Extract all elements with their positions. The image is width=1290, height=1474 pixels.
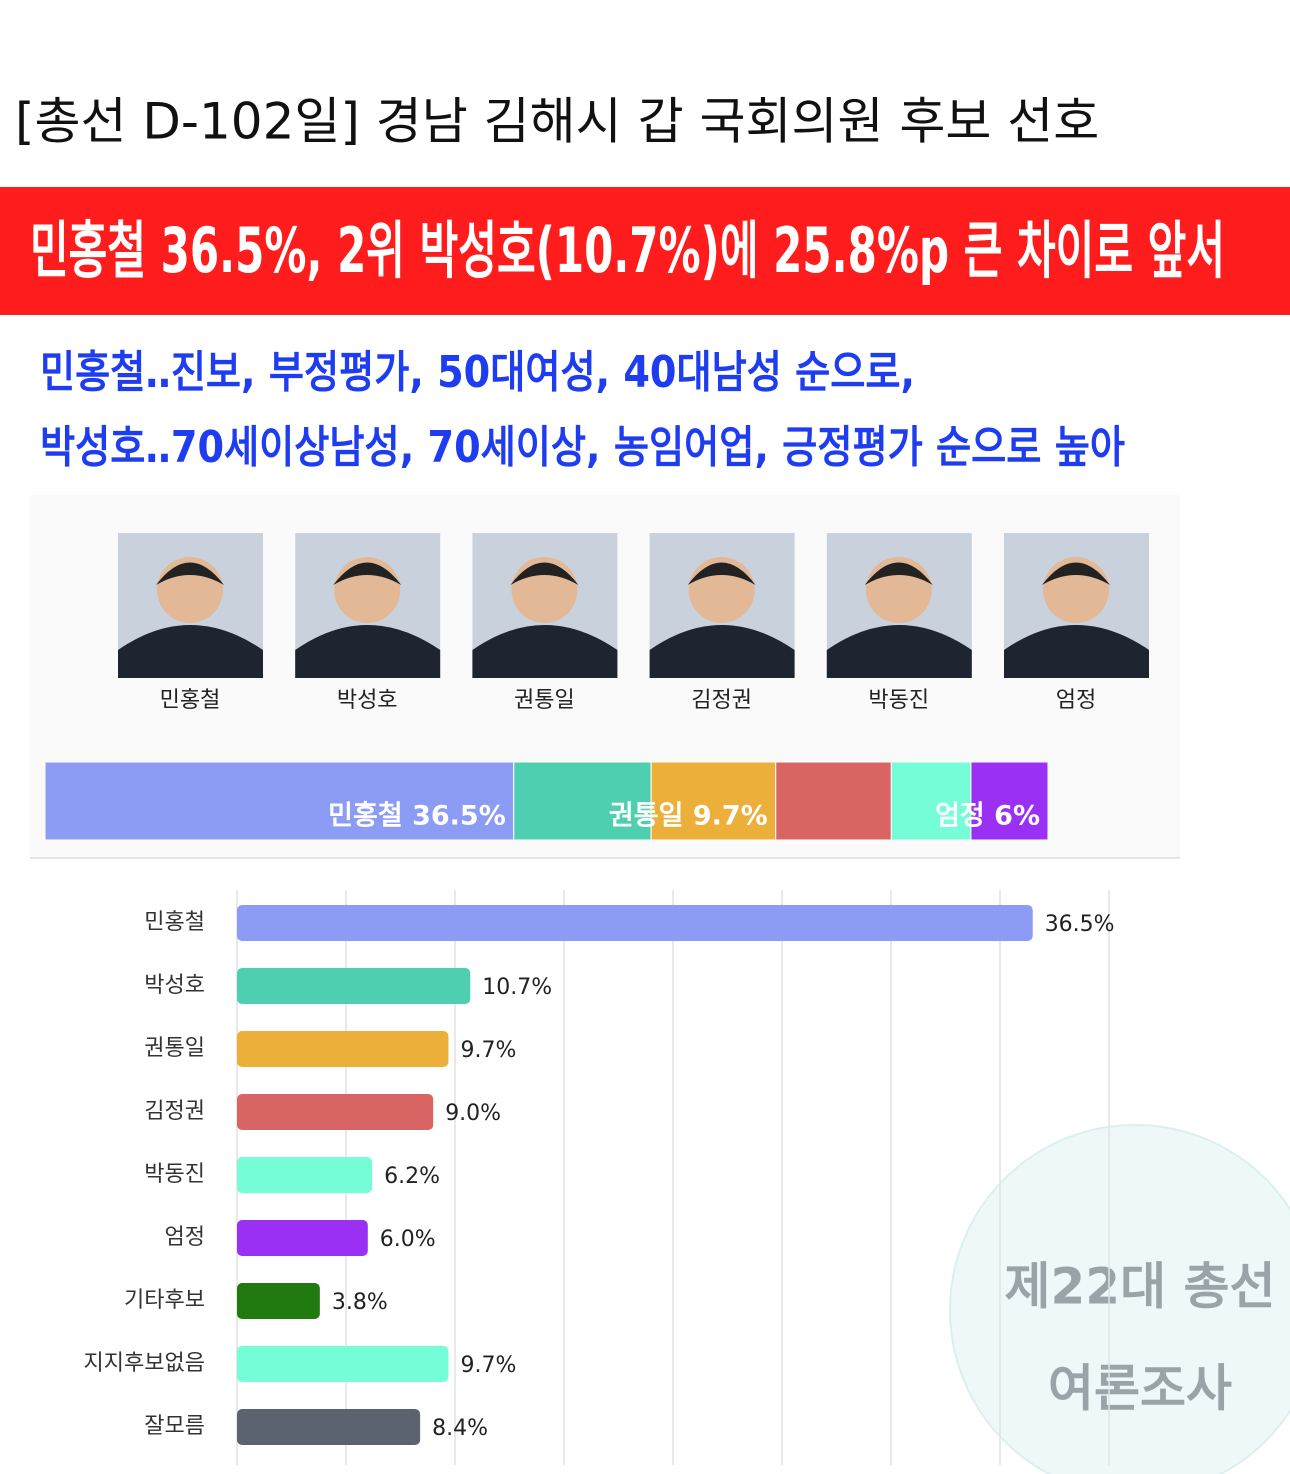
photo-hair [1042,562,1110,585]
segment [970,761,1049,841]
subtitle: 민홍철‥진보, 부정평가, 50대여성, 40대남성 순으로, [40,347,915,398]
photo-body [118,625,263,678]
photo-hair [333,562,402,585]
candidate-name: 김정권 [691,688,752,713]
candidate-name: 권통일 [514,688,575,713]
segment-label: 민홍철 36.5% [328,801,506,832]
photo-body [826,625,972,678]
photo-hair [510,562,579,585]
category-label: 박동진 [144,1162,205,1187]
value-label: 36.5% [1045,912,1115,937]
segment-label: 권통일 9.7% [609,801,768,832]
photo-body [649,625,795,678]
bar [237,1283,320,1319]
value-label: 8.4% [432,1416,488,1441]
bar [237,905,1033,941]
banner: 민홍철 36.5%, 2위 박성호(10.7%)에 25.8%p 큰 차이로 앞… [30,214,1225,287]
bar [237,1031,449,1067]
photo-hair [687,562,756,585]
category-label: 지지후보없음 [84,1351,205,1376]
value-label: 3.8% [332,1290,388,1315]
banner-bg [0,187,1290,315]
segment [775,761,892,841]
bar [237,1157,373,1193]
badge-circle [949,1124,1290,1474]
segment [44,761,515,841]
bar [237,1346,449,1382]
subtitle: 박성호‥70세이상남성, 70세이상, 농임어업, 긍정평가 순으로 높아 [40,422,1125,473]
candidate-name: 엄정 [1056,688,1096,713]
badge-text: 제22대 총선 [1005,1258,1276,1316]
bar [237,1220,368,1256]
segment-label: 엄정 6% [935,801,1040,832]
candidate-name: 박성호 [337,688,398,713]
category-label: 권통일 [144,1036,205,1061]
segment [650,761,777,841]
badge-text: 여론조사 [1048,1360,1232,1418]
category-label: 엄정 [165,1225,205,1250]
category-label: 박성호 [144,973,205,998]
photo-body [1004,625,1149,678]
category-label: 기타후보 [124,1288,205,1313]
bar [237,968,471,1004]
photo-hair [156,562,224,585]
bar [237,1094,434,1130]
photo-hair [864,562,933,585]
value-label: 9.0% [445,1101,501,1126]
category-label: 잘모름 [144,1414,205,1439]
value-label: 6.2% [384,1164,440,1189]
category-label: 김정권 [144,1099,205,1124]
photo-body [472,625,618,678]
value-label: 9.7% [460,1038,516,1063]
bar [237,1409,421,1445]
candidate-name: 민홍철 [160,688,221,713]
title: [총선 D-102일] 경남 김해시 갑 국회의원 후보 선호 [15,93,1099,151]
photo-body [295,625,441,678]
value-label: 9.7% [460,1353,516,1378]
value-label: 6.0% [380,1227,436,1252]
value-label: 10.7% [482,975,552,1000]
segment [513,761,652,841]
category-label: 민홍철 [144,910,205,935]
segment [890,761,972,841]
candidate-name: 박동진 [868,688,929,713]
